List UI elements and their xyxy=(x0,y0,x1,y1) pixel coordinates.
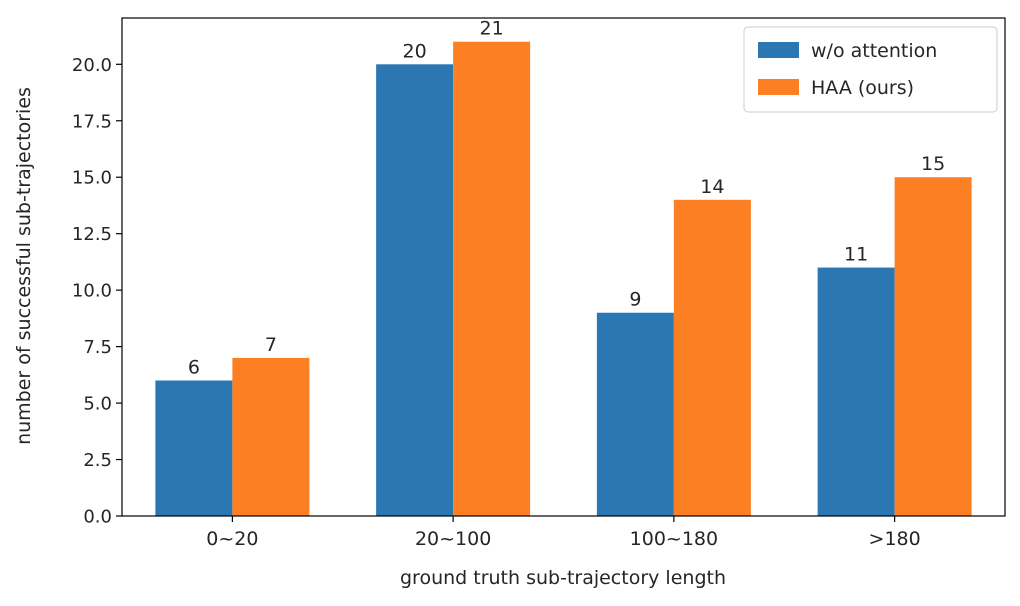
bar-w-o-attention-180 xyxy=(817,267,895,516)
bar-w-o-attention-20-100 xyxy=(376,64,454,516)
data-label-w-o-attention-180: 11 xyxy=(844,244,868,266)
bar-haa-ours-180 xyxy=(894,177,972,516)
y-tick-label: 17.5 xyxy=(72,111,112,132)
y-tick-label: 15.0 xyxy=(72,168,112,189)
y-tick-label: 10.0 xyxy=(72,281,112,302)
bar-haa-ours-0-20 xyxy=(232,357,310,516)
y-tick-label: 20.0 xyxy=(72,55,112,76)
bar-haa-ours-20-100 xyxy=(453,41,531,516)
x-tick-label-100-180: 100~180 xyxy=(630,528,718,550)
x-tick-label-20-100: 20~100 xyxy=(415,528,491,550)
data-label-w-o-attention-0-20: 6 xyxy=(188,356,200,378)
plot-frame xyxy=(121,17,1006,517)
x-tick-label-180: >180 xyxy=(869,528,921,550)
legend-label-w-o-attention: w/o attention xyxy=(811,40,937,62)
y-tick-label: 0.0 xyxy=(83,507,112,528)
data-label-haa-ours-100-180: 14 xyxy=(700,176,724,198)
y-tick-label: 7.5 xyxy=(83,337,112,358)
y-tick-label: 12.5 xyxy=(72,224,112,245)
plot-area: 6 20 9 11 7 21 14 15 0.0 2.5 5.0 7.5 10.0 12.5 15.0 17.… xyxy=(72,17,1006,550)
data-label-w-o-attention-20-100: 20 xyxy=(403,40,427,62)
legend-box xyxy=(743,26,998,113)
data-label-haa-ours-20-100: 21 xyxy=(480,18,504,40)
x-axis-label: ground truth sub-trajectory length xyxy=(400,567,726,589)
data-label-haa-ours-180: 15 xyxy=(921,153,945,175)
x-tick-label-0-20: 0~20 xyxy=(206,528,258,550)
data-label-w-o-attention-100-180: 9 xyxy=(629,289,641,311)
y-tick-label: 2.5 xyxy=(83,450,112,471)
y-tick-label: 5.0 xyxy=(83,394,112,415)
legend-label-haa-ours: HAA (ours) xyxy=(811,77,914,99)
y-axis-label: number of successful sub-trajectories xyxy=(13,87,35,445)
legend-swatch-haa-ours xyxy=(758,79,799,95)
bar-haa-ours-100-180 xyxy=(673,199,751,517)
data-label-haa-ours-0-20: 7 xyxy=(265,334,277,356)
bar-w-o-attention-100-180 xyxy=(596,312,674,516)
bar-w-o-attention-0-20 xyxy=(155,380,233,516)
legend-swatch-w-o-attention xyxy=(758,42,799,58)
